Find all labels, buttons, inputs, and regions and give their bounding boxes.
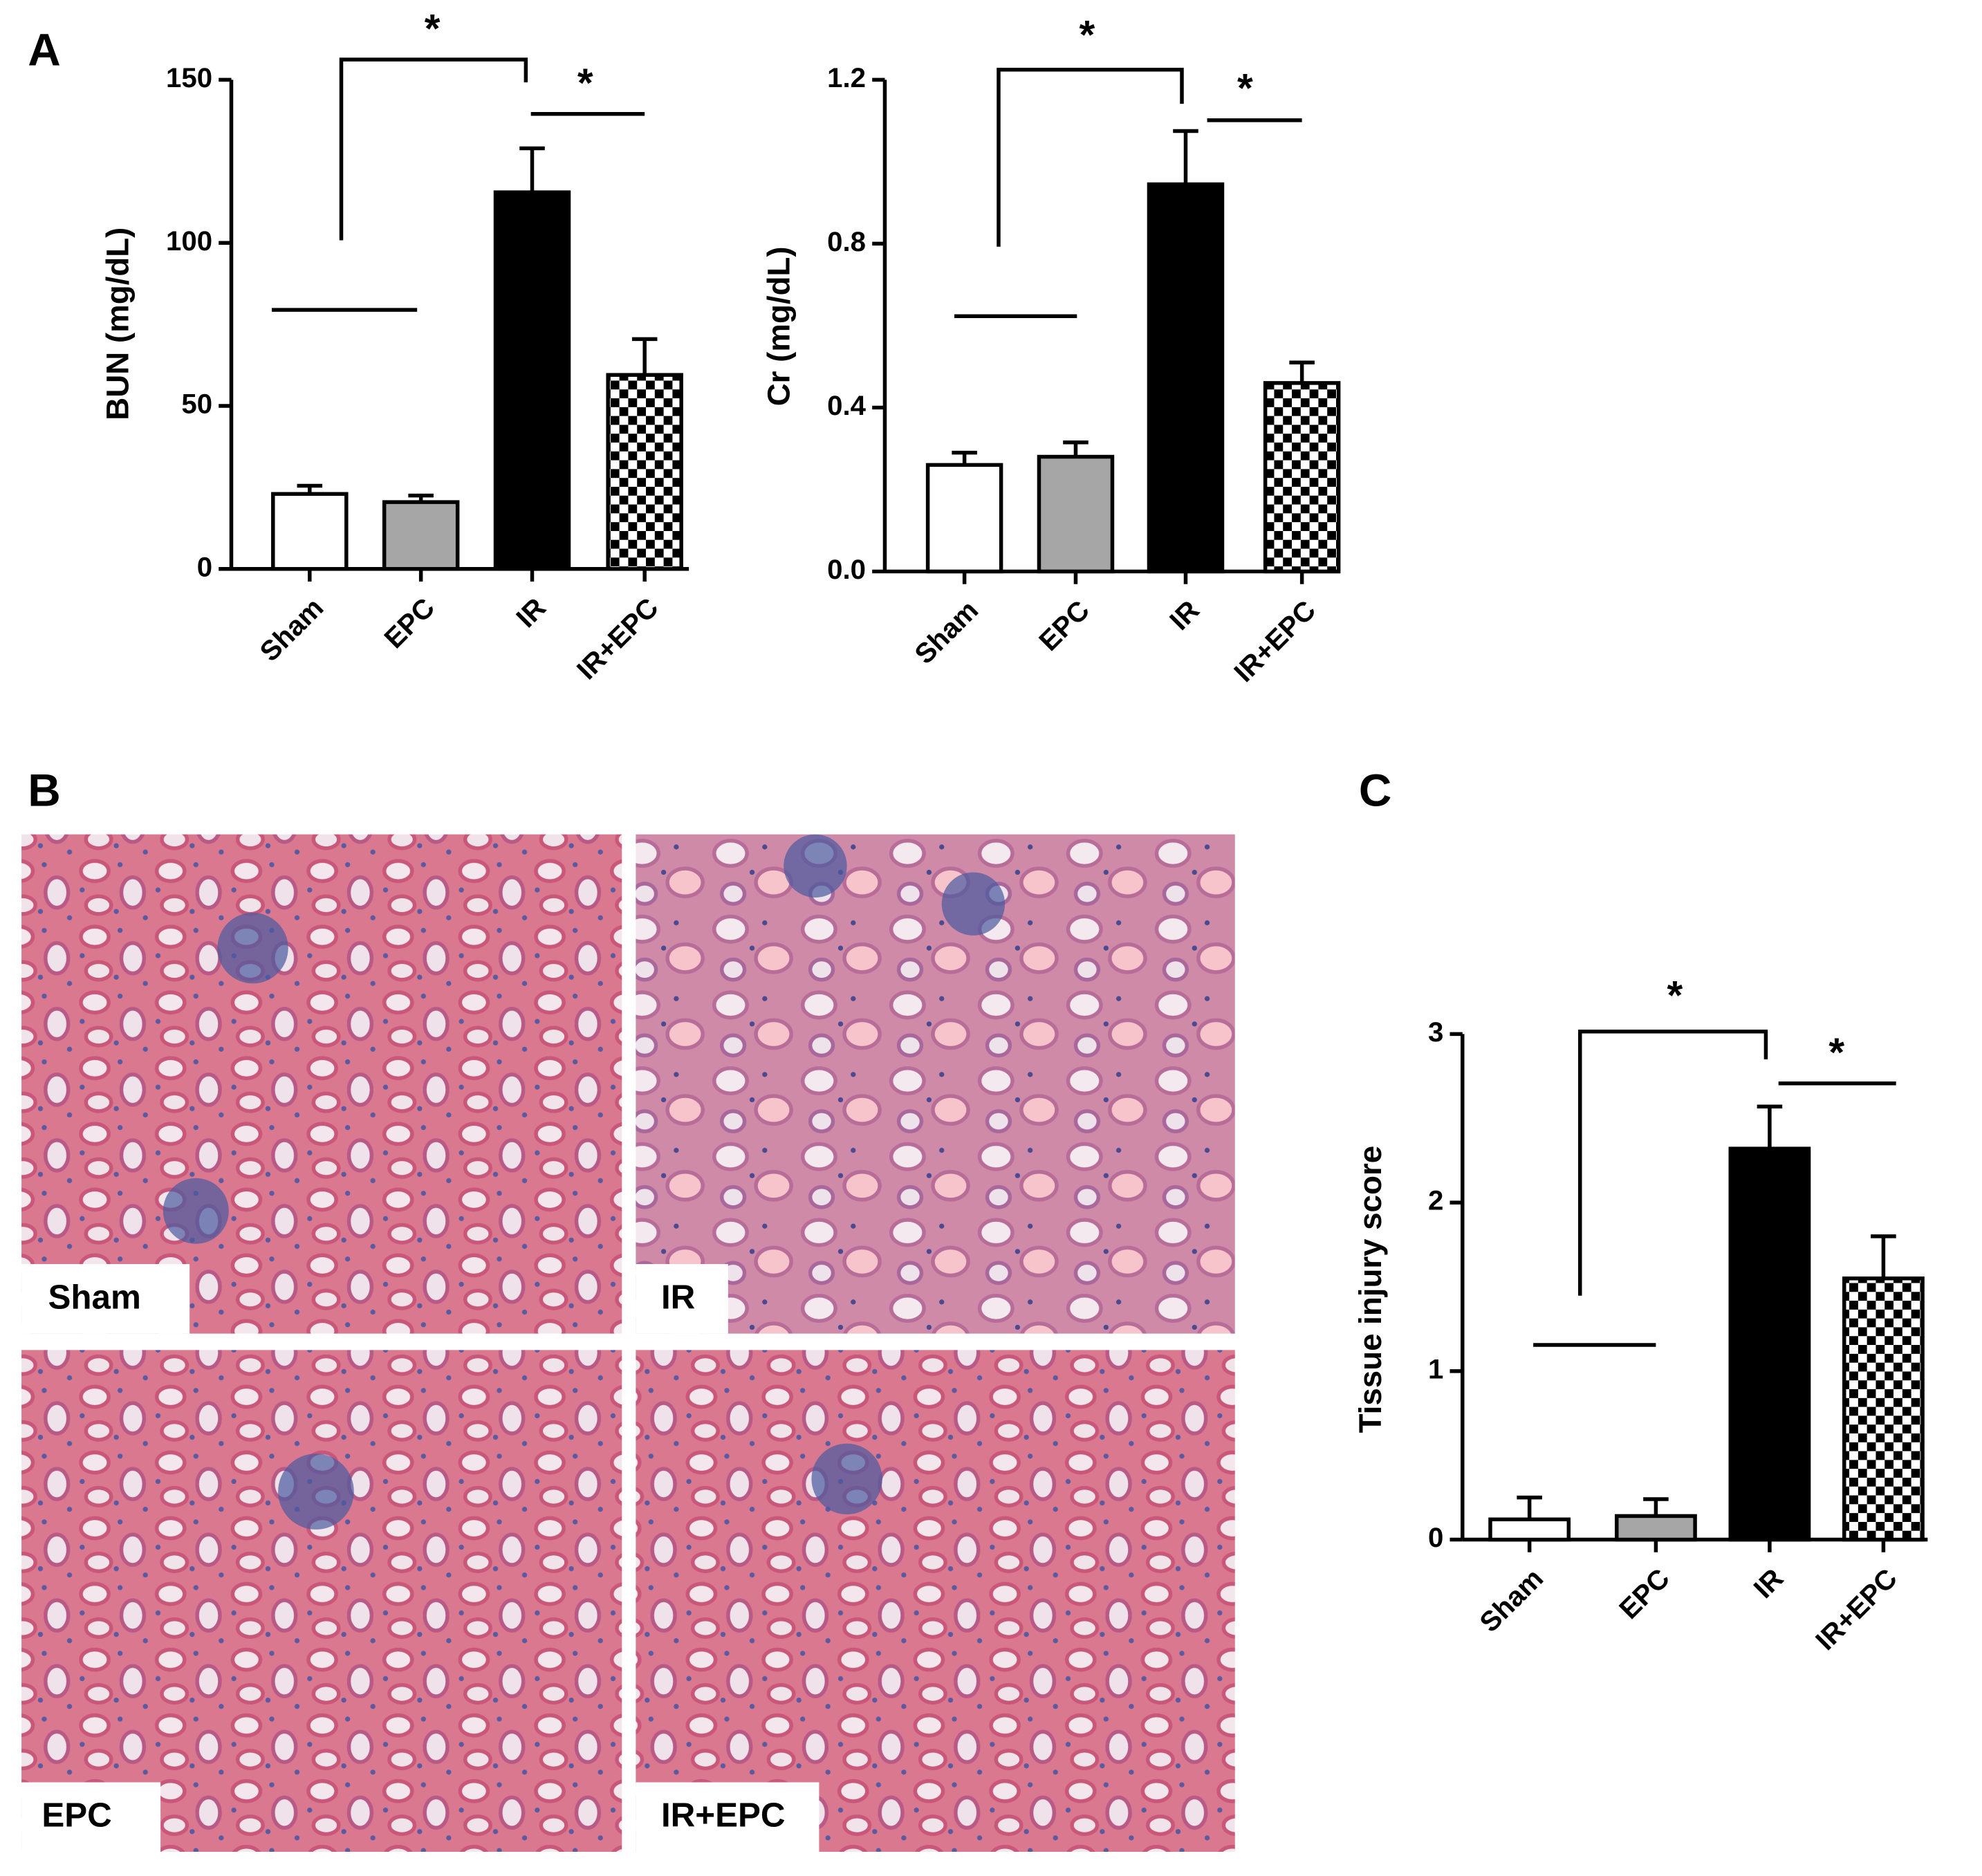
micrograph-label: IR	[661, 1278, 695, 1316]
x-tick-label: IR	[510, 592, 552, 633]
micrograph-label: Sham	[48, 1278, 140, 1316]
bar	[1842, 1276, 1925, 1542]
significance-star: *	[577, 61, 593, 106]
significance-star: *	[425, 6, 441, 51]
micrograph	[21, 834, 622, 1334]
y-tick-label: 1	[1428, 1353, 1443, 1384]
significance-star: *	[1080, 13, 1095, 58]
y-tick-label: 150	[166, 62, 212, 93]
y-tick-label: 100	[166, 225, 212, 257]
micrograph	[636, 1350, 1235, 1852]
y-tick-label: 0	[197, 551, 212, 582]
y-tick-label: 0.0	[827, 554, 866, 585]
x-tick-label: IR+EPC	[1810, 1563, 1903, 1656]
x-tick-label: Sham	[1474, 1563, 1549, 1638]
micrograph-label: IR+EPC	[661, 1796, 786, 1835]
x-tick-label: IR	[1164, 595, 1205, 636]
significance-bracket	[997, 68, 1184, 247]
bar	[1488, 1517, 1571, 1542]
y-tick-label: 0	[1428, 1522, 1443, 1553]
x-tick-label: IR+EPC	[571, 592, 664, 685]
significance-star: *	[1667, 974, 1683, 1019]
y-tick-label: 50	[181, 389, 212, 420]
y-axis-label: Tissue injury score	[1353, 1146, 1388, 1433]
micrograph	[636, 834, 1235, 1334]
bar	[1263, 381, 1341, 574]
bar	[1728, 1146, 1811, 1542]
x-tick-label: EPC	[1033, 595, 1095, 657]
significance-bracket	[339, 57, 528, 241]
bar	[925, 463, 1003, 574]
significance-star: *	[1828, 1030, 1844, 1075]
y-tick-label: 1.2	[827, 62, 866, 93]
bar	[1037, 454, 1115, 574]
panel-label: A	[28, 24, 61, 75]
y-tick-label: 0.4	[827, 390, 867, 421]
x-tick-label: EPC	[1613, 1563, 1676, 1625]
y-tick-label: 0.8	[827, 226, 866, 257]
micrograph	[21, 1350, 622, 1852]
x-tick-label: Sham	[254, 592, 329, 667]
micrographs: Sham IR EPC IR+EPC	[21, 834, 1235, 1852]
bar	[1147, 182, 1225, 574]
bar	[493, 190, 571, 571]
micrograph-label: EPC	[41, 1796, 111, 1835]
bar	[271, 492, 349, 571]
x-tick-label: EPC	[378, 592, 441, 654]
y-axis-label: Cr (mg/dL)	[761, 246, 797, 406]
panel-label: C	[1359, 765, 1392, 816]
y-tick-label: 2	[1428, 1185, 1443, 1216]
significance-bracket	[1578, 1030, 1768, 1296]
bar	[382, 500, 460, 571]
x-tick-label: IR+EPC	[1228, 595, 1322, 688]
x-tick-label: IR	[1748, 1563, 1789, 1604]
x-tick-label: Sham	[909, 595, 984, 670]
bar	[1615, 1514, 1697, 1542]
bar	[606, 373, 683, 571]
significance-star: *	[1237, 66, 1253, 111]
panel-label: B	[28, 765, 61, 816]
y-tick-label: 3	[1428, 1016, 1443, 1048]
y-axis-label: BUN (mg/dL)	[100, 227, 136, 420]
